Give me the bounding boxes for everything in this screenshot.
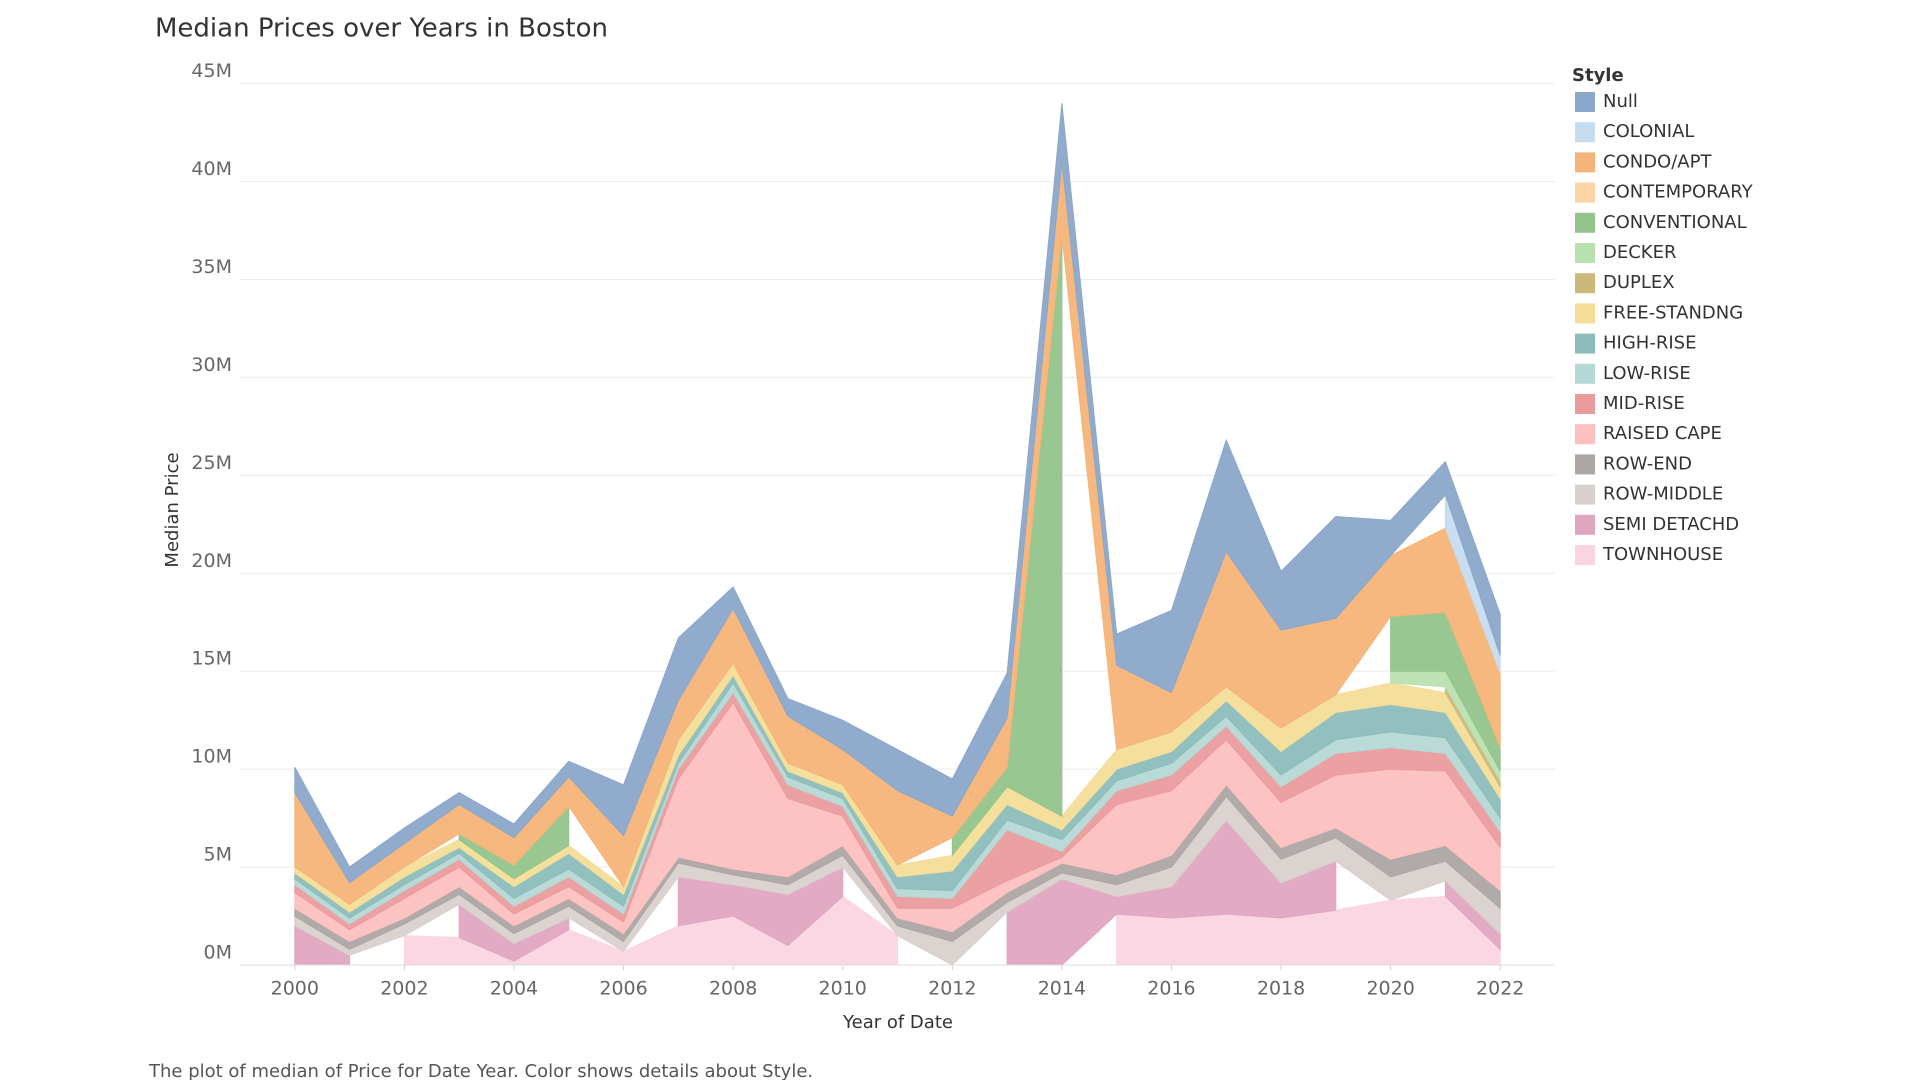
legend-swatch [1575, 333, 1595, 354]
x-tick-label: 2022 [1476, 978, 1524, 1000]
x-tick-label: 2018 [1257, 978, 1305, 1000]
x-tick-label: 2014 [1038, 978, 1086, 1000]
y-tick-label: 15M [191, 648, 232, 670]
legend-swatch [1575, 424, 1595, 445]
x-axis-title: Year of Date [842, 1012, 953, 1033]
x-tick-label: 2006 [599, 978, 647, 1000]
legend-swatch [1575, 182, 1595, 203]
x-tick-label: 2020 [1366, 978, 1414, 1000]
y-tick-label: 40M [191, 158, 232, 180]
legend-label: DUPLEX [1603, 272, 1675, 293]
y-tick-label: 5M [204, 844, 232, 866]
legend-swatch [1575, 92, 1595, 112]
x-tick-label: 2010 [819, 978, 867, 1000]
legend-label: COLONIAL [1603, 121, 1694, 142]
x-tick-label: 2016 [1147, 978, 1195, 1000]
legend-swatch [1575, 514, 1595, 535]
legend-swatch [1575, 454, 1595, 475]
x-tick-label: 2002 [380, 978, 428, 1000]
legend-swatch [1575, 122, 1595, 143]
y-tick-label: 45M [191, 60, 232, 82]
x-tick-label: 2000 [271, 978, 319, 1000]
legend-swatch [1575, 152, 1595, 173]
legend-swatch [1575, 212, 1595, 233]
legend-swatch [1575, 545, 1595, 565]
legend-swatch [1575, 394, 1595, 414]
legend-label: Null [1603, 91, 1638, 112]
legend-label: ROW-END [1603, 453, 1692, 474]
legend-label: ROW-MIDDLE [1603, 484, 1723, 505]
x-tick-label: 2008 [709, 978, 757, 1000]
chart-title: Median Prices over Years in Boston [155, 14, 608, 44]
legend-swatch [1575, 363, 1595, 384]
legend-label: LOW-RISE [1603, 363, 1691, 384]
y-axis-title: Median Price [162, 452, 183, 567]
legend-swatch [1575, 303, 1595, 324]
y-tick-label: 35M [191, 256, 232, 278]
legend-label: TOWNHOUSE [1602, 544, 1723, 565]
y-tick-label: 30M [191, 354, 232, 376]
legend-swatch [1575, 273, 1595, 294]
legend-label: SEMI DETACHD [1603, 514, 1739, 535]
legend-label: CONVENTIONAL [1603, 212, 1747, 233]
area [294, 103, 1501, 884]
legend-label: CONTEMPORARY [1603, 182, 1754, 203]
x-tick-label: 2012 [928, 978, 976, 1000]
legend-title: Style [1572, 65, 1624, 86]
legend-swatch [1575, 484, 1595, 505]
caption: The plot of median of Price for Date Yea… [148, 1061, 813, 1080]
legend-label: MID-RISE [1603, 393, 1685, 414]
x-tick-label: 2004 [490, 978, 538, 1000]
legend-label: RAISED CAPE [1603, 423, 1722, 444]
legend-label: HIGH-RISE [1603, 333, 1696, 354]
legend-label: CONDO/APT [1603, 151, 1712, 172]
y-tick-label: 10M [191, 746, 232, 768]
y-tick-label: 20M [191, 550, 232, 572]
legend-label: FREE-STANDNG [1603, 302, 1743, 323]
legend-label: DECKER [1603, 242, 1677, 263]
legend-swatch [1575, 243, 1595, 263]
y-tick-label: 25M [191, 452, 232, 474]
y-tick-label: 0M [204, 942, 232, 964]
